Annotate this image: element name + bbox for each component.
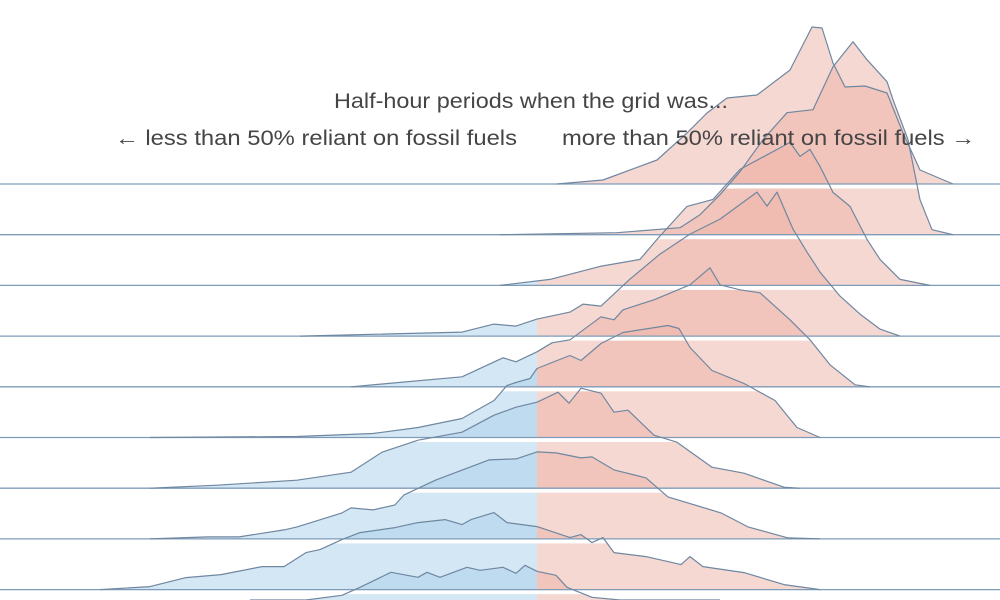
ridge-line-5: [350, 267, 871, 388]
ridge-fill-below-7: [150, 402, 537, 489]
ridge-gap-3: [0, 285, 1000, 290]
ridge-fill-above-4: [537, 192, 900, 337]
ridge-fill-below-4: [300, 319, 537, 337]
ridge-gap-8: [0, 539, 1000, 544]
chart-title: Half-hour periods when the grid was...: [334, 90, 728, 113]
ridge-line-2: [499, 41, 954, 236]
ridge-fill-below-9: [100, 512, 537, 590]
ridge-line-6: [149, 324, 821, 439]
ridge-line-10: [250, 564, 720, 600]
ridge-fill-above-8: [537, 451, 820, 539]
annotation-left: ← less than 50% reliant on fossil fuels: [115, 127, 517, 150]
ridge-gap-4: [0, 336, 1000, 341]
ridge-gap-1: [0, 184, 1000, 189]
ridge-line-8: [149, 451, 821, 540]
ridge-outlines: [99, 26, 954, 600]
annotation-right: more than 50% reliant on fossil fuels →: [562, 127, 975, 150]
ridge-line-3: [499, 141, 931, 286]
ridge-gap-5: [0, 387, 1000, 392]
ridge-fill-below-5: [351, 351, 537, 387]
ridge-gap-7: [0, 488, 1000, 493]
ridge-line-7: [149, 387, 801, 489]
ridge-gaps: [0, 184, 1000, 595]
ridge-gap-6: [0, 438, 1000, 442]
ridge-fill-above-10: [537, 571, 720, 600]
ridge-fill-below-8: [150, 451, 537, 539]
ridge-gap-2: [0, 235, 1000, 240]
ridge-line-1: [556, 26, 954, 185]
ridge-gap-9: [0, 590, 1000, 595]
ridge-line-4: [299, 191, 901, 337]
ridge-fill-above-9: [537, 526, 820, 590]
ridge-line-9: [99, 512, 821, 591]
